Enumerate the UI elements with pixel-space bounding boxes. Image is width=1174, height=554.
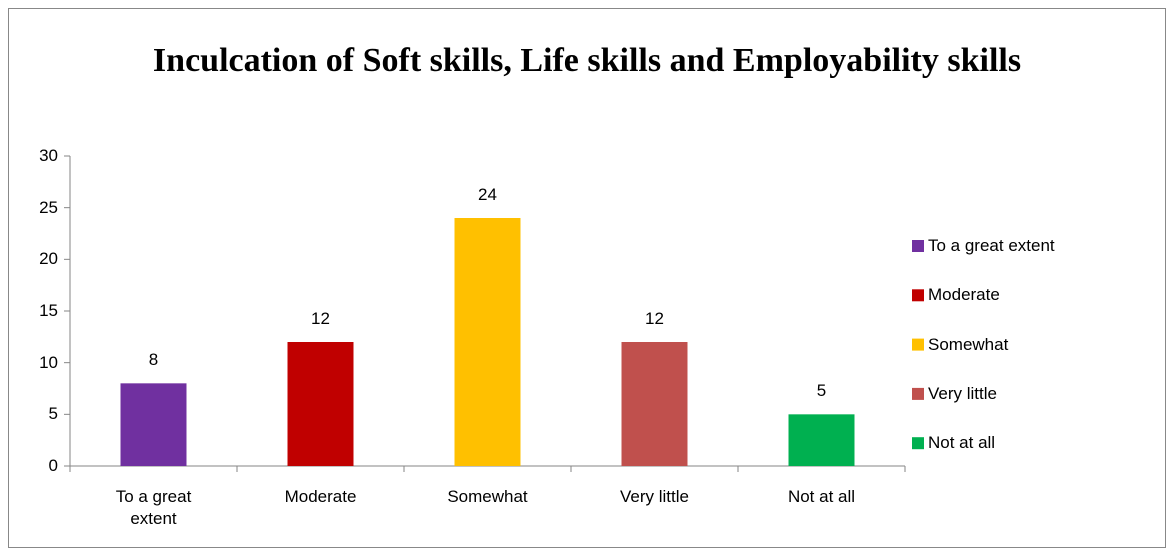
legend-label: Not at all <box>928 433 996 453</box>
bar <box>788 414 855 466</box>
data-label: 12 <box>311 309 330 328</box>
y-tick-label: 10 <box>39 352 58 372</box>
legend-swatch <box>912 240 924 252</box>
bar <box>621 342 688 466</box>
legend-label: Moderate <box>928 285 1000 305</box>
chart-border <box>8 8 1166 548</box>
legend-swatch <box>912 289 924 302</box>
legend-label: To a great extent <box>928 236 1055 255</box>
data-label: 12 <box>645 309 664 328</box>
legend-swatch <box>912 437 924 450</box>
data-label: 5 <box>816 381 827 401</box>
x-tick-label: To a great extent <box>115 487 192 528</box>
legend-label: Very little <box>928 383 997 403</box>
legend-label: Somewhat <box>928 334 1009 354</box>
y-tick-label: 30 <box>39 146 58 165</box>
chart-title: Inculcation of Soft skills, Life skills … <box>152 42 1022 79</box>
y-tick-label: 25 <box>39 197 58 217</box>
data-label: 24 <box>478 185 497 204</box>
y-tick-label: 0 <box>48 456 58 475</box>
x-tick-label: Moderate <box>284 487 357 506</box>
x-tick-label: Very little <box>620 487 689 506</box>
x-tick-label: Not at all <box>787 487 856 506</box>
y-tick-label: 5 <box>48 404 58 424</box>
bar <box>120 383 187 466</box>
legend-swatch <box>912 338 924 351</box>
y-tick-label: 20 <box>39 249 58 269</box>
bar <box>454 218 521 466</box>
bar <box>287 342 354 466</box>
y-tick-label: 15 <box>39 301 58 320</box>
legend-swatch <box>912 387 924 400</box>
x-tick-label: Somewhat <box>447 487 528 506</box>
data-label: 8 <box>148 350 159 370</box>
